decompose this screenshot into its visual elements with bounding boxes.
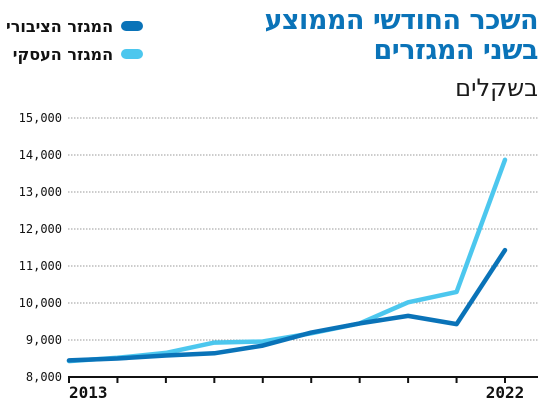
y-tick-label: 8,000 <box>26 370 62 384</box>
legend-item-business: המגזר העסקי <box>6 40 144 68</box>
legend-item-public: המגזר הציבורי <box>6 12 144 40</box>
x-tick-label-start: 2013 <box>69 383 108 402</box>
chart-title: השכר החודשי הממוצע בשני המגזרים <box>264 6 538 66</box>
legend: המגזר הציבורי המגזר העסקי <box>6 12 144 68</box>
legend-swatch-public <box>121 21 144 31</box>
chart-subtitle: בשקלים <box>455 74 538 102</box>
chart-title-line-2: בשני המגזרים <box>373 35 539 66</box>
y-tick-label: 12,000 <box>19 222 62 236</box>
x-tick-label-end: 2022 <box>486 383 525 402</box>
y-tick-label: 11,000 <box>19 259 62 273</box>
y-tick-label: 15,000 <box>19 111 62 125</box>
chart-title-line-1: השכר החודשי הממוצע <box>264 5 538 36</box>
y-tick-label: 10,000 <box>19 296 62 310</box>
legend-label-business: המגזר העסקי <box>12 44 114 64</box>
legend-swatch-business <box>121 49 144 59</box>
y-tick-label: 9,000 <box>26 333 62 347</box>
series-line-business <box>66 157 508 364</box>
legend-label-public: המגזר הציבורי <box>6 16 114 36</box>
y-tick-label: 14,000 <box>19 148 62 162</box>
y-tick-label: 13,000 <box>19 185 62 199</box>
series-line-public <box>66 247 508 363</box>
